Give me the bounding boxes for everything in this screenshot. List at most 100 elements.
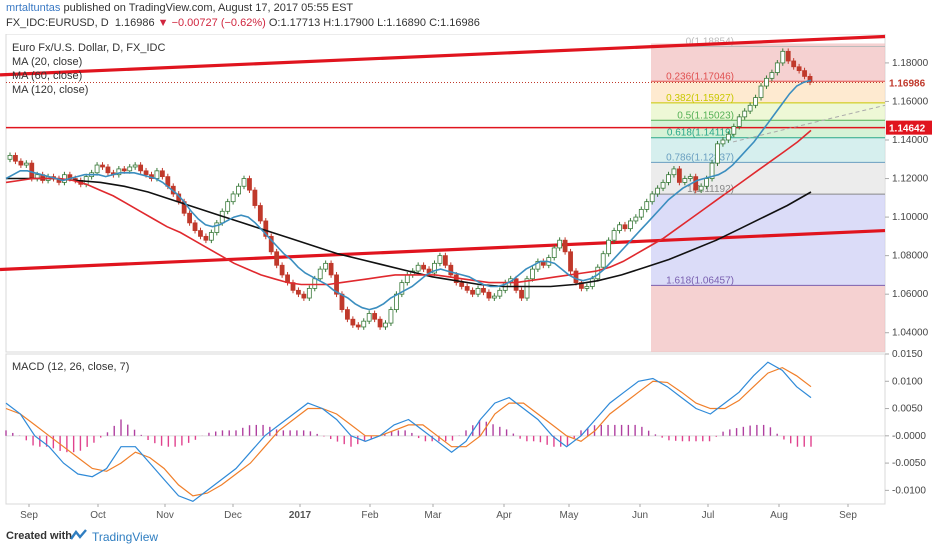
candle-body	[100, 164, 105, 168]
legend-entry: MA (120, close)	[12, 84, 88, 96]
fib-zone	[651, 120, 885, 138]
candle-body	[355, 324, 361, 328]
candle-body	[551, 247, 557, 258]
candle-body	[121, 168, 127, 172]
candle-body	[535, 261, 541, 270]
candle-body	[306, 287, 312, 299]
candle-body	[666, 174, 671, 183]
candle-body	[94, 164, 100, 174]
macd-signal-line	[5, 366, 812, 497]
candle-body	[187, 212, 192, 224]
chart-title: Euro Fx/U.S. Dollar, D, FX_IDC	[12, 42, 165, 54]
candle-body	[725, 133, 731, 141]
publish-line: mrtaltuntas published on TradingView.com…	[6, 2, 353, 14]
candle-body	[236, 185, 241, 195]
candle-body	[704, 178, 709, 187]
candle-body	[247, 178, 252, 191]
fib-level-label: 0(1.18854)	[686, 36, 734, 47]
trendline	[0, 34, 886, 77]
candle-body	[709, 162, 715, 179]
candle-body	[753, 97, 758, 106]
candle-body	[638, 208, 644, 218]
price-change: ▼ −0.00727 (−0.62%)	[157, 17, 266, 29]
ma120-line	[6, 177, 812, 288]
candle-body	[415, 264, 421, 272]
candle-body	[127, 166, 133, 172]
candle-body	[774, 62, 780, 73]
candle-body	[519, 289, 524, 299]
fib-zone	[651, 81, 885, 103]
y-tick-label: 1.14000	[892, 135, 929, 146]
candle-body	[263, 220, 269, 237]
candle-body	[742, 110, 748, 118]
fib-level-label: 0.382(1.15927)	[666, 93, 734, 104]
candle-body	[568, 251, 573, 272]
symbol-name: FX_IDC:EURUSD, D	[6, 17, 109, 29]
tradingview-brand[interactable]: TradingView	[92, 530, 159, 544]
candle-body	[192, 222, 198, 231]
candle-body	[203, 235, 209, 241]
x-tick-label: Aug	[770, 510, 788, 520]
candle-body	[361, 320, 367, 328]
last-price: 1.16986	[114, 17, 155, 29]
author-link[interactable]: mrtaltuntas	[6, 2, 61, 14]
x-tick-label: Mar	[424, 510, 442, 520]
last-price-tag-bg	[886, 75, 932, 90]
macd-line	[5, 361, 812, 502]
candle-body	[758, 85, 764, 98]
candle-body	[698, 185, 704, 191]
candle-body	[399, 282, 405, 295]
macd-y-tick-label: 0.0150	[892, 349, 923, 360]
candle-body	[600, 253, 606, 268]
macd-y-tick-label: -0.0050	[892, 458, 926, 469]
x-tick-label: Jun	[632, 510, 648, 520]
candle-body	[132, 164, 138, 168]
footer: Created with TradingView	[0, 520, 932, 550]
trendline	[0, 228, 886, 272]
candle-body	[524, 278, 530, 299]
fib-level-label: 0.618(1.14119)	[667, 128, 734, 139]
candle-body	[448, 264, 454, 276]
candle-body	[442, 255, 448, 266]
ma20-line	[5, 79, 812, 311]
candle-body	[764, 77, 769, 87]
candle-body	[633, 216, 639, 222]
candle-body	[644, 201, 650, 210]
candle-body	[143, 170, 149, 176]
candle-body	[491, 295, 497, 299]
candle-body	[486, 291, 492, 299]
candle-body	[274, 251, 280, 266]
candle-body	[780, 50, 786, 64]
candle-body	[208, 232, 214, 241]
y-tick-label: 1.12000	[892, 174, 929, 185]
candle-body	[617, 224, 622, 231]
candle-body	[573, 270, 579, 284]
symbol-line: FX_IDC:EURUSD, D 1.16986 ▼ −0.00727 (−0.…	[6, 17, 480, 29]
candle-body	[377, 318, 383, 328]
macd-y-tick-label: -0.0100	[892, 485, 926, 496]
x-tick-label: Dec	[224, 510, 242, 520]
candle-body	[432, 262, 437, 274]
chart-canvas[interactable]: 0(1.18854) 0.236(1.17046) 0.382(1.15927) 0.…	[0, 34, 932, 520]
macd-y-tick-label: 0.0100	[892, 376, 923, 387]
candle-body	[138, 164, 144, 172]
candle-body	[225, 201, 231, 212]
last-price-tag: 1.16986	[889, 78, 926, 89]
x-tick-label: May	[560, 510, 579, 520]
macd-pane	[5, 353, 886, 505]
y-tick-label: 1.04000	[892, 328, 929, 339]
chart-header: mrtaltuntas published on TradingView.com…	[0, 0, 932, 34]
candle-body	[198, 230, 203, 237]
candle-body	[230, 193, 236, 203]
candle-body	[769, 72, 775, 79]
candle-body	[693, 176, 699, 191]
fib-level-label: 1.618(1.06457)	[666, 275, 734, 286]
candle-body	[715, 143, 720, 164]
candle-body	[687, 176, 693, 179]
candle-body	[437, 255, 443, 264]
candle-body	[323, 262, 329, 270]
candle-body	[13, 155, 18, 162]
candle-body	[671, 168, 677, 176]
candle-body	[404, 274, 410, 284]
candle-body	[7, 155, 13, 160]
